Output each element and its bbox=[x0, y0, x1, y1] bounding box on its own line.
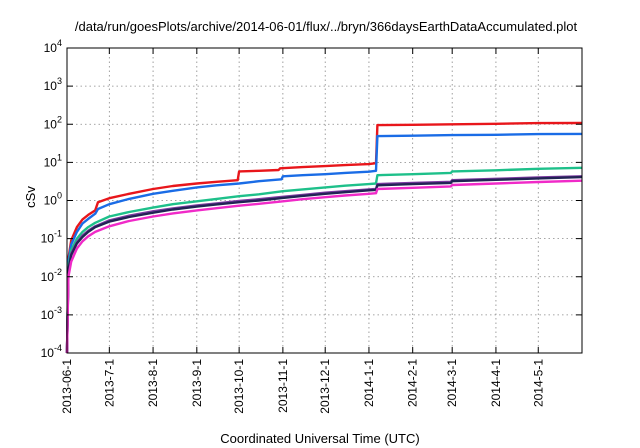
series-line bbox=[65, 179, 583, 354]
chart-title: /data/run/goesPlots/archive/2014-06-01/f… bbox=[75, 19, 578, 34]
x-tick-label: 2013-11-1 bbox=[276, 359, 290, 413]
series-line bbox=[65, 132, 583, 354]
series-line bbox=[65, 166, 583, 354]
x-tick-label: 2014-1-1 bbox=[362, 359, 376, 407]
x-tick-labels: 2013-06-1 2013-7-1 2013-8-1 2013-9-1 2013-10… bbox=[60, 359, 545, 414]
y-tick-label: 10-2 bbox=[41, 267, 62, 284]
y-tick-label: 101 bbox=[44, 152, 62, 169]
x-tick-label: 2014-2-1 bbox=[406, 359, 420, 407]
x-tick-label: 2013-10-1 bbox=[232, 359, 246, 414]
x-tick-label: 2014-5-1 bbox=[531, 359, 545, 407]
y-tick-label: 10-1 bbox=[41, 229, 62, 246]
x-tick-label: 2013-7-1 bbox=[102, 359, 116, 407]
x-tick-label: 2014-4-1 bbox=[489, 359, 503, 407]
y-tick-label: 10-4 bbox=[41, 343, 62, 360]
series-line bbox=[65, 121, 583, 354]
y-tick-label: 104 bbox=[44, 38, 62, 55]
series-line bbox=[65, 175, 583, 354]
x-tick-label: 2013-06-1 bbox=[60, 359, 74, 414]
y-tick-labels: 10-4 10-3 10-2 10-1 100 101 102 103 104 bbox=[41, 38, 62, 360]
x-tick-label: 2013-12-1 bbox=[318, 359, 332, 414]
y-tick-label: 102 bbox=[44, 114, 62, 131]
y-tick-label: 10-3 bbox=[41, 305, 62, 322]
tick-marks bbox=[66, 47, 582, 354]
grid bbox=[67, 48, 582, 353]
series-layer bbox=[65, 121, 583, 354]
y-axis-label: cSv bbox=[23, 186, 38, 208]
series-line bbox=[65, 175, 583, 354]
x-tick-label: 2013-8-1 bbox=[146, 359, 160, 407]
y-tick-label: 100 bbox=[44, 191, 62, 208]
x-axis-label: Coordinated Universal Time (UTC) bbox=[220, 431, 419, 446]
y-tick-label: 103 bbox=[44, 76, 62, 93]
x-tick-label: 2014-3-1 bbox=[445, 359, 459, 407]
x-tick-label: 2013-9-1 bbox=[190, 359, 204, 407]
